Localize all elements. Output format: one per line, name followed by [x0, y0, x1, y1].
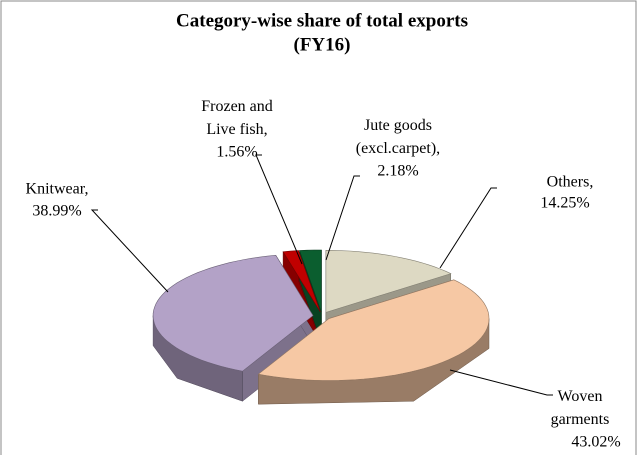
leader-line	[255, 154, 303, 265]
chart-title: Category-wise share of total exports	[176, 10, 468, 31]
slice	[282, 250, 321, 313]
label-line: garments	[551, 411, 610, 428]
label-line: Jute goods	[364, 117, 432, 134]
slice-label: Woven garments	[551, 388, 610, 428]
slice-label: Jute goods (excl.carpet),	[356, 117, 440, 157]
leader-line	[449, 369, 553, 396]
leader-line	[325, 175, 360, 261]
label-line: Live fish,	[206, 121, 267, 138]
slice	[152, 254, 314, 372]
value-label: 1.56%	[216, 144, 257, 161]
label-line: Frozen and	[201, 98, 273, 115]
slice	[325, 249, 452, 313]
label-line: (excl.carpet),	[356, 140, 440, 157]
slice	[257, 279, 490, 381]
value-label: 14.25%	[540, 195, 589, 212]
value-label: 38.99%	[32, 203, 81, 220]
value-label: 43.02%	[571, 434, 620, 451]
leader-line	[90, 209, 169, 293]
slice-label: Frozen and Live fish,	[201, 98, 273, 138]
chart-subtitle: (FY16)	[294, 34, 351, 55]
value-label: 2.18%	[377, 163, 418, 180]
pie	[152, 249, 490, 405]
leader-line	[439, 187, 497, 269]
slice-label: Knitwear,	[26, 181, 89, 198]
slice	[299, 249, 322, 313]
slice-label: Others,	[547, 174, 594, 191]
label-line: Woven	[558, 388, 603, 405]
